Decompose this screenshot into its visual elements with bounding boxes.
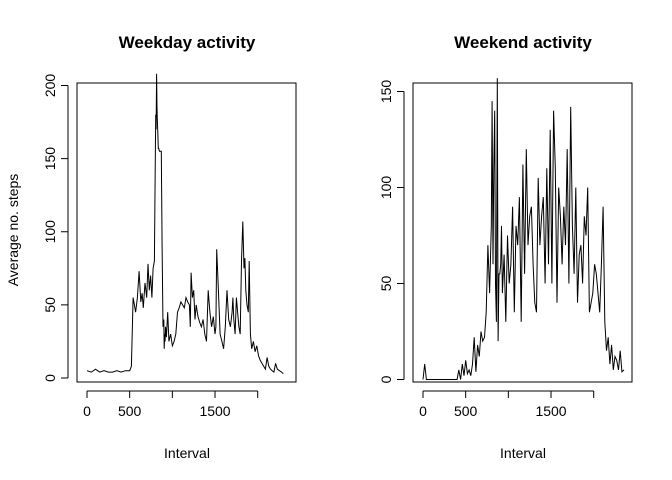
weekend-y-tick-label-0: 0 xyxy=(378,375,394,383)
weekday-series-line xyxy=(86,73,284,374)
weekend-series-line xyxy=(422,78,625,380)
weekday-y-axis: 0 50 100 150 200 xyxy=(42,74,69,382)
weekday-x-axis-label: Interval xyxy=(164,445,210,461)
weekend-y-tick-label-2: 100 xyxy=(378,176,394,200)
weekend-y-axis: 0 50 100 150 xyxy=(378,80,405,383)
weekend-title: Weekend activity xyxy=(454,33,592,52)
weekend-plot-frame xyxy=(412,82,633,383)
weekday-y-tick-label-0: 0 xyxy=(42,374,58,382)
weekday-y-axis-label: Average no. steps xyxy=(5,174,21,287)
weekend-x-tick-label-1: 500 xyxy=(454,403,478,419)
weekday-x-tick-label-1: 500 xyxy=(118,403,142,419)
weekday-y-tick-label-1: 50 xyxy=(42,297,58,313)
weekend-x-tick-label-0: 0 xyxy=(419,403,427,419)
weekday-y-tick-label-4: 200 xyxy=(42,74,58,98)
weekend-x-axis-label: Interval xyxy=(500,445,546,461)
weekday-plot-frame xyxy=(76,82,297,383)
weekday-x-axis: 0 500 1500 xyxy=(83,390,259,419)
weekday-y-tick-label-2: 100 xyxy=(42,220,58,244)
weekday-x-tick-label-0: 0 xyxy=(83,403,91,419)
weekend-x-tick-label-2: 1500 xyxy=(535,403,566,419)
weekend-x-axis: 0 500 1500 xyxy=(419,390,595,419)
weekday-panel: Weekday activity Interval Average no. st… xyxy=(5,33,297,461)
weekend-y-tick-label-1: 50 xyxy=(378,276,394,292)
weekday-x-tick-label-2: 1500 xyxy=(199,403,230,419)
weekday-title: Weekday activity xyxy=(119,33,256,52)
weekend-panel: Weekend activity Interval 0 500 1500 0 50 10… xyxy=(378,33,633,461)
weekday-y-tick-label-3: 150 xyxy=(42,147,58,171)
weekend-y-tick-label-3: 150 xyxy=(378,80,394,104)
